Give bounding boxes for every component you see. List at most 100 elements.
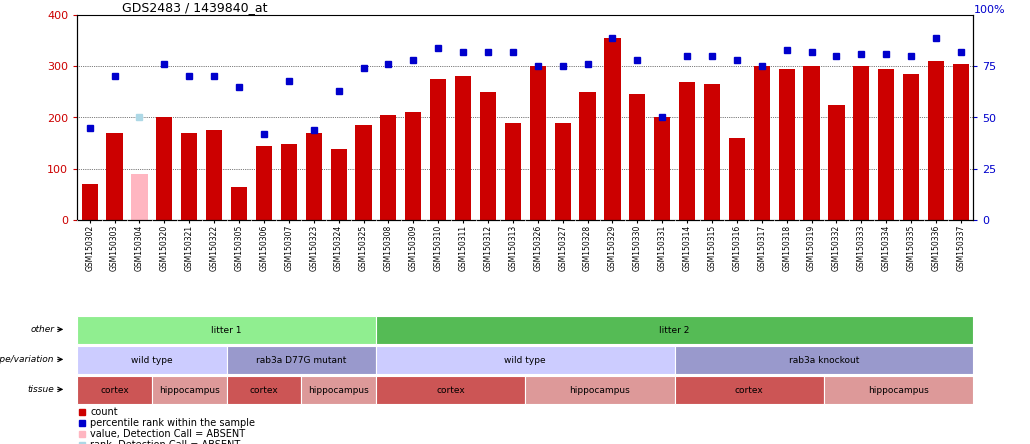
Text: GSM150334: GSM150334 [882,225,891,271]
Bar [255,146,272,220]
Bar [703,84,720,220]
Bar [675,376,824,404]
Bar [376,376,525,404]
Text: GSM150314: GSM150314 [683,225,691,271]
Bar [675,346,973,374]
Text: other: other [30,325,55,334]
Bar [824,376,973,404]
Bar [779,69,795,220]
Bar [181,133,198,220]
Bar [106,133,123,220]
Text: GSM150309: GSM150309 [409,225,418,271]
Text: GSM150323: GSM150323 [309,225,318,271]
Bar [301,376,376,404]
Bar [828,105,845,220]
Bar [729,138,745,220]
Bar [376,316,973,344]
Bar [903,74,919,220]
Bar [529,66,546,220]
Text: GSM150312: GSM150312 [483,225,492,271]
Text: GSM150305: GSM150305 [235,225,243,271]
Text: hippocampus: hippocampus [159,385,219,395]
Text: genotype/variation: genotype/variation [0,355,55,364]
Bar [580,92,595,220]
Bar [654,118,671,220]
Text: percentile rank within the sample: percentile rank within the sample [91,418,255,428]
Text: GSM150329: GSM150329 [608,225,617,271]
Bar [679,82,695,220]
Bar [405,112,421,220]
Bar [231,186,247,220]
Text: hippocampus: hippocampus [570,385,630,395]
Text: cortex: cortex [735,385,763,395]
Text: GSM150335: GSM150335 [906,225,916,271]
Bar [306,133,321,220]
Text: wild type: wild type [505,356,546,365]
Text: GSM150324: GSM150324 [334,225,343,271]
Text: GSM150311: GSM150311 [458,225,468,271]
Text: GSM150308: GSM150308 [384,225,392,271]
Text: GSM150336: GSM150336 [931,225,940,271]
Bar [554,123,571,220]
Text: GSM150316: GSM150316 [732,225,742,271]
Bar [77,346,227,374]
Text: GSM150320: GSM150320 [160,225,169,271]
Bar [132,174,147,220]
Bar [77,376,151,404]
Bar [879,69,894,220]
Text: GSM150310: GSM150310 [434,225,443,271]
Text: cortex: cortex [437,385,465,395]
Text: cortex: cortex [249,385,278,395]
Bar [281,144,297,220]
Text: GSM150317: GSM150317 [757,225,766,271]
Text: rab3a knockout: rab3a knockout [789,356,859,365]
Bar [206,130,222,220]
Text: GSM150321: GSM150321 [184,225,194,271]
Text: GSM150327: GSM150327 [558,225,568,271]
Text: litter 1: litter 1 [211,325,242,334]
Text: GSM150337: GSM150337 [957,225,965,271]
Bar [157,118,172,220]
Bar [227,346,376,374]
Text: value, Detection Call = ABSENT: value, Detection Call = ABSENT [91,428,245,439]
Text: hippocampus: hippocampus [868,385,929,395]
Text: GSM150332: GSM150332 [832,225,840,271]
Text: GSM150315: GSM150315 [708,225,717,271]
Text: GSM150306: GSM150306 [260,225,269,271]
Bar [505,123,521,220]
Text: GSM150304: GSM150304 [135,225,144,271]
Bar [77,316,376,344]
Bar [431,79,446,220]
Text: GSM150330: GSM150330 [632,225,642,271]
Bar [480,92,496,220]
Bar [355,125,372,220]
Text: wild type: wild type [131,356,173,365]
Bar [853,66,869,220]
Bar [525,376,675,404]
Bar [376,346,675,374]
Text: GSM150326: GSM150326 [534,225,542,271]
Text: rab3a D77G mutant: rab3a D77G mutant [256,356,346,365]
Text: 100%: 100% [973,5,1005,15]
Text: count: count [91,407,117,416]
Text: GSM150319: GSM150319 [808,225,816,271]
Text: hippocampus: hippocampus [308,385,369,395]
Text: GSM150303: GSM150303 [110,225,119,271]
Bar [227,376,301,404]
Bar [953,63,969,220]
Bar [754,66,769,220]
Text: GSM150302: GSM150302 [85,225,94,271]
Bar [81,184,98,220]
Text: GDS2483 / 1439840_at: GDS2483 / 1439840_at [122,1,268,14]
Bar [380,115,397,220]
Text: cortex: cortex [100,385,129,395]
Text: GSM150328: GSM150328 [583,225,592,271]
Bar [605,38,620,220]
Text: GSM150318: GSM150318 [782,225,791,271]
Text: litter 2: litter 2 [659,325,690,334]
Text: GSM150333: GSM150333 [857,225,866,271]
Bar [928,61,945,220]
Bar [803,66,820,220]
Text: GSM150322: GSM150322 [210,225,218,271]
Text: GSM150325: GSM150325 [359,225,368,271]
